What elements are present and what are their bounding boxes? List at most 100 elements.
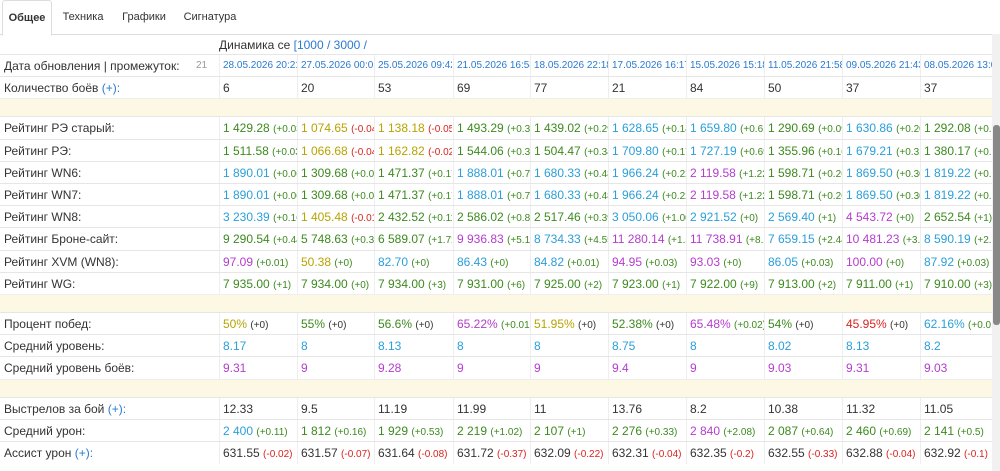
cell-value: 1 074.65 — [301, 121, 348, 136]
value-cell: 1 598.71 (+0.26) — [764, 184, 842, 207]
value-cell: 1 380.17 (+0.03) — [920, 139, 992, 162]
stats-row: Рейтинг XVM (WN8): 97.09 (+0.01) 50.38 (+0… — [0, 249, 992, 273]
tab-tanks[interactable]: Техника — [62, 11, 104, 23]
stats-row: Рейтинг WN7:1 890.01 (+0.06)1 309.68 (+0… — [0, 183, 992, 207]
value-cell: 55% (+0) — [297, 313, 375, 336]
value-cell: 11.99 — [453, 397, 531, 420]
cell-value: 8.02 — [768, 339, 792, 354]
cell-delta: (-0.04) — [652, 449, 682, 460]
value-cell: 9.4 — [608, 357, 686, 380]
cell-delta: (+4.55) — [584, 235, 608, 247]
cell-value: 8 — [457, 339, 464, 354]
cell-value: 1 380.17 — [924, 143, 971, 158]
row-label: Ассист урон (+): — [4, 442, 93, 464]
value-cell: 8 590.19 (+2.10) — [920, 228, 992, 251]
range-link[interactable]: [1000 / 3000 / — [293, 38, 368, 52]
tab-general[interactable]: Общее — [2, 0, 52, 36]
cell-delta: (+2) — [584, 279, 603, 291]
expand-link[interactable]: (+): — [101, 81, 121, 96]
cell-value: 53 — [378, 81, 392, 96]
cell-delta: (+0.69) — [740, 146, 764, 158]
value-cell: 631.55 (-0.02) — [219, 442, 297, 465]
cell-value: 1 162.82 — [378, 143, 425, 158]
cell-value: 8 — [690, 339, 697, 354]
cell-delta: (+0.01) — [351, 168, 375, 180]
date-cell: 28.05.2026 20:21 — [219, 55, 297, 78]
cell-value: 2 921.52 — [690, 210, 737, 225]
cell-delta: (+0.11) — [256, 426, 288, 438]
cell-value: 94.95 — [612, 254, 643, 269]
cell-delta: (+0.03) — [974, 124, 992, 136]
value-cell: 1 309.68 (+0.01) — [297, 161, 375, 184]
row-label: Средний уровень боёв: — [4, 357, 134, 379]
value-cell: 9.5 — [297, 397, 375, 420]
value-cell: 8.2 — [920, 335, 992, 358]
row-label-text: Рейтинг РЭ: — [4, 143, 72, 158]
cell-value: 37 — [924, 81, 938, 96]
cell-delta: (+2.08) — [723, 426, 756, 438]
value-cell: 9 — [686, 357, 764, 380]
cell-value: 45.95% — [846, 317, 887, 331]
cell-value: 9 936.83 — [457, 232, 504, 247]
cell-value: 50.38 — [301, 254, 332, 269]
cell-value: 2 400 — [223, 423, 254, 438]
value-cell: 1 659.80 (+0.61) — [686, 117, 764, 140]
value-cell: 1 890.01 (+0.06) — [219, 161, 297, 184]
cell-value: 1 812 — [301, 423, 332, 438]
cell-delta: (+0.01) — [256, 257, 289, 269]
cell-value: 2 107 — [534, 423, 565, 438]
cell-value: 3 230.39 — [223, 210, 270, 225]
cell-value: 2 219 — [457, 423, 488, 438]
cell-value: 1 066.68 — [301, 143, 348, 158]
cell-value: 2 119.58 — [690, 188, 736, 202]
tab-signature[interactable]: Сигнатура — [183, 11, 237, 23]
cell-value: 21 — [612, 81, 626, 96]
cell-value: 1 292.08 — [924, 121, 971, 136]
value-cell: 1 709.80 (+0.17) — [608, 139, 686, 162]
cell-value: 7 925.00 — [534, 276, 581, 291]
value-cell: 1 869.50 (+0.30) — [842, 184, 920, 207]
cell-value: 9 — [457, 361, 464, 376]
value-cell: 7 934.00 (+0) — [297, 272, 375, 295]
value-cell: 50% (+0) — [219, 313, 297, 336]
cell-delta: (+2.44) — [818, 235, 842, 247]
cell-value: 65.22% — [457, 317, 498, 331]
value-cell: 1 888.01 (+0.75) — [453, 184, 531, 207]
cell-value: 1 966.24 — [612, 165, 659, 180]
scrollbar-thumb[interactable] — [993, 125, 1000, 325]
cell-value: 8 590.19 — [924, 232, 971, 247]
row-label: Рейтинг WG: — [4, 273, 75, 295]
cell-value: 9.31 — [846, 361, 870, 376]
stats-row: Процент побед: 50% (+0) 55% (+0) 56.6% (+0)… — [0, 312, 992, 336]
value-cell: 2 652.54 (+1) — [920, 206, 992, 229]
cell-value: 11.99 — [457, 401, 487, 416]
row-label: Средний уровень: — [4, 335, 104, 357]
expand-link[interactable]: (+): — [74, 446, 94, 460]
cell-value: 1 680.33 — [534, 188, 581, 202]
value-cell: 54% (+0) — [764, 313, 842, 336]
date-cell: 25.05.2026 09:42 — [374, 55, 452, 78]
value-cell: 1 869.50 (+0.30) — [842, 161, 920, 184]
cell-value: 69 — [457, 81, 471, 96]
value-cell: 8.02 — [764, 335, 842, 358]
tab-charts[interactable]: Графики — [122, 11, 166, 23]
value-cell: 11 — [530, 397, 608, 420]
value-cell: 7 934.00 (+3) — [374, 272, 452, 295]
value-cell: 631.64 (-0.08) — [374, 442, 452, 465]
value-cell: 2 569.40 (+1) — [764, 206, 842, 229]
row-label-text: Рейтинг WG: — [4, 276, 76, 291]
tab-bar: Общее Техника Графики Сигнатура — [0, 0, 1000, 36]
cell-value: 2 840 — [690, 423, 721, 438]
cell-value: 632.35 — [690, 446, 727, 460]
value-cell: 1 138.18 (-0.05) — [374, 117, 452, 140]
value-cell: 7 931.00 (+6) — [453, 272, 531, 295]
cell-delta: (+0.81) — [507, 213, 531, 225]
value-cell: 94.95 (+0.03) — [608, 250, 686, 273]
stats-row: Ассист урон (+): 631.55 (-0.02) 631.57 (-0… — [0, 441, 992, 465]
cell-delta: (-0.05) — [428, 124, 452, 136]
value-cell: 1 812 (+0.16) — [297, 419, 375, 442]
expand-link[interactable]: (+): — [107, 401, 127, 416]
cell-value: 10 481.23 — [846, 232, 900, 247]
row-label: Рейтинг XVM (WN8): — [4, 251, 119, 273]
cell-value: 1 966.24 — [612, 188, 659, 202]
